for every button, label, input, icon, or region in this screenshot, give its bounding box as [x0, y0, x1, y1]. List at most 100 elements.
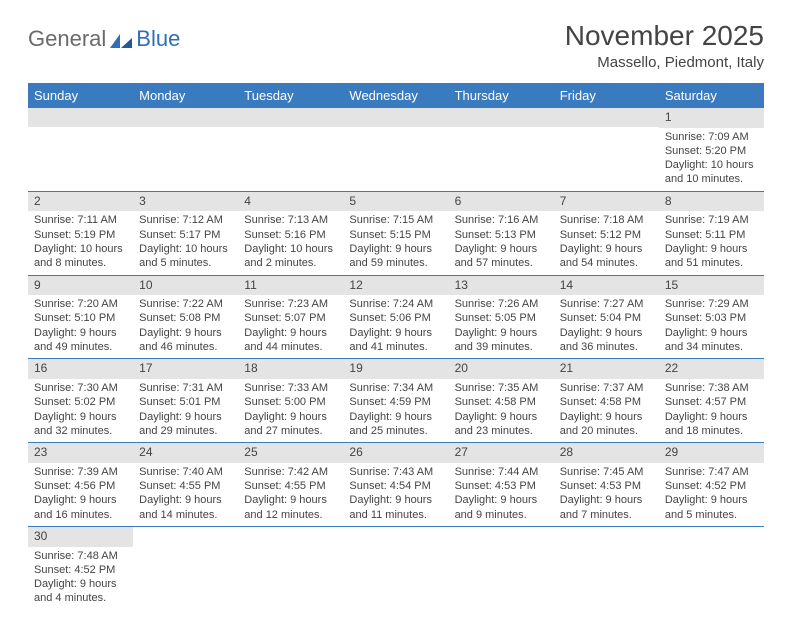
calendar-cell: 22 Sunrise: 7:38 AMSunset: 4:57 PMDayligh… — [659, 359, 764, 443]
daylight-line-1: Daylight: 9 hours — [665, 410, 758, 424]
calendar-cell: 11Sunrise: 7:23 AMSunset: 5:07 PMDayligh… — [238, 275, 343, 359]
day-number: 4 — [238, 192, 343, 212]
calendar-table: Sunday Monday Tuesday Wednesday Thursday… — [28, 83, 764, 610]
calendar-cell: 21Sunrise: 7:37 AMSunset: 4:58 PMDayligh… — [554, 359, 659, 443]
header: General Blue November 2025 Massello, Pie… — [28, 20, 764, 71]
day-number: 10 — [133, 276, 238, 296]
daylight-line-1: Daylight: 9 hours — [665, 326, 758, 340]
dayname-1: Monday — [133, 83, 238, 108]
daylight-line-1: Daylight: 9 hours — [455, 410, 548, 424]
daylight-line-1: Daylight: 9 hours — [34, 577, 127, 591]
daylight-line-2: and 34 minutes. — [665, 340, 758, 354]
daylight-line-2: and 9 minutes. — [455, 508, 548, 522]
day-content: Sunrise: 7:18 AMSunset: 5:12 PMDaylight:… — [554, 211, 659, 274]
day-number: 13 — [449, 276, 554, 296]
day-content: Sunrise: 7:16 AMSunset: 5:13 PMDaylight:… — [449, 211, 554, 274]
day-number: 1 — [659, 108, 764, 128]
sunrise-line: Sunrise: 7:42 AM — [244, 465, 337, 479]
day-number: 22 — [659, 359, 764, 379]
calendar-cell: 15Sunrise: 7:29 AMSunset: 5:03 PMDayligh… — [659, 275, 764, 359]
sunset-line: Sunset: 5:20 PM — [665, 144, 758, 158]
day-number: 7 — [554, 192, 659, 212]
sunrise-line: Sunrise: 7:19 AM — [665, 213, 758, 227]
daylight-line-1: Daylight: 9 hours — [560, 410, 653, 424]
sunset-line: Sunset: 5:08 PM — [139, 311, 232, 325]
sunrise-line: Sunrise: 7:44 AM — [455, 465, 548, 479]
day-number: 17 — [133, 359, 238, 379]
day-content: Sunrise: 7:29 AMSunset: 5:03 PMDaylight:… — [659, 295, 764, 358]
day-content: Sunrise: 7:19 AMSunset: 5:11 PMDaylight:… — [659, 211, 764, 274]
sunrise-line: Sunrise: 7:26 AM — [455, 297, 548, 311]
daylight-line-2: and 23 minutes. — [455, 424, 548, 438]
calendar-header-row: Sunday Monday Tuesday Wednesday Thursday… — [28, 83, 764, 108]
sunset-line: Sunset: 5:02 PM — [34, 395, 127, 409]
calendar-cell: 28Sunrise: 7:45 AMSunset: 4:53 PMDayligh… — [554, 443, 659, 527]
calendar-cell — [133, 526, 238, 609]
calendar-cell: 1Sunrise: 7:09 AMSunset: 5:20 PMDaylight… — [659, 108, 764, 191]
daylight-line-2: and 12 minutes. — [244, 508, 337, 522]
sunrise-line: Sunrise: 7:37 AM — [560, 381, 653, 395]
sunset-line: Sunset: 4:53 PM — [455, 479, 548, 493]
day-number: 23 — [28, 443, 133, 463]
sail-icon — [108, 30, 134, 48]
daylight-line-2: and 46 minutes. — [139, 340, 232, 354]
day-number: 11 — [238, 276, 343, 296]
sunrise-line: Sunrise: 7:48 AM — [34, 549, 127, 563]
sunrise-line: Sunrise: 7:18 AM — [560, 213, 653, 227]
location: Massello, Piedmont, Italy — [565, 54, 764, 71]
daylight-line-2: and 36 minutes. — [560, 340, 653, 354]
daylight-line-1: Daylight: 9 hours — [34, 493, 127, 507]
daylight-line-2: and 54 minutes. — [560, 256, 653, 270]
sunset-line: Sunset: 4:58 PM — [455, 395, 548, 409]
day-number: 14 — [554, 276, 659, 296]
day-number: 3 — [133, 192, 238, 212]
daylight-line-1: Daylight: 9 hours — [349, 493, 442, 507]
daylight-line-2: and 41 minutes. — [349, 340, 442, 354]
calendar-cell: 24Sunrise: 7:40 AMSunset: 4:55 PMDayligh… — [133, 443, 238, 527]
daylight-line-1: Daylight: 9 hours — [455, 242, 548, 256]
day-content: Sunrise: 7:24 AMSunset: 5:06 PMDaylight:… — [343, 295, 448, 358]
sunset-line: Sunset: 4:57 PM — [665, 395, 758, 409]
sunset-line: Sunset: 5:03 PM — [665, 311, 758, 325]
sunset-line: Sunset: 4:55 PM — [244, 479, 337, 493]
daylight-line-1: Daylight: 9 hours — [455, 326, 548, 340]
daylight-line-1: Daylight: 9 hours — [665, 242, 758, 256]
sunrise-line: Sunrise: 7:38 AM — [665, 381, 758, 395]
day-content: Sunrise: 7:45 AMSunset: 4:53 PMDaylight:… — [554, 463, 659, 526]
day-number: 19 — [343, 359, 448, 379]
empty-daynum-bar — [449, 108, 554, 127]
sunrise-line: Sunrise: 7:34 AM — [349, 381, 442, 395]
daylight-line-1: Daylight: 9 hours — [139, 410, 232, 424]
day-content: Sunrise: 7:09 AMSunset: 5:20 PMDaylight:… — [659, 128, 764, 191]
sunrise-line: Sunrise: 7:31 AM — [139, 381, 232, 395]
day-content: Sunrise: 7:35 AMSunset: 4:58 PMDaylight:… — [449, 379, 554, 442]
daylight-line-1: Daylight: 9 hours — [139, 493, 232, 507]
sunrise-line: Sunrise: 7:45 AM — [560, 465, 653, 479]
calendar-cell: 20Sunrise: 7:35 AMSunset: 4:58 PMDayligh… — [449, 359, 554, 443]
daylight-line-1: Daylight: 9 hours — [244, 410, 337, 424]
logo: General Blue — [28, 20, 180, 52]
daylight-line-2: and 4 minutes. — [34, 591, 127, 605]
empty-daynum-bar — [554, 108, 659, 127]
sunrise-line: Sunrise: 7:35 AM — [455, 381, 548, 395]
day-content: Sunrise: 7:39 AMSunset: 4:56 PMDaylight:… — [28, 463, 133, 526]
sunrise-line: Sunrise: 7:39 AM — [34, 465, 127, 479]
sunrise-line: Sunrise: 7:47 AM — [665, 465, 758, 479]
day-number: 5 — [343, 192, 448, 212]
day-number: 21 — [554, 359, 659, 379]
day-number: 28 — [554, 443, 659, 463]
sunrise-line: Sunrise: 7:13 AM — [244, 213, 337, 227]
sunrise-line: Sunrise: 7:12 AM — [139, 213, 232, 227]
sunset-line: Sunset: 5:10 PM — [34, 311, 127, 325]
calendar-cell — [449, 108, 554, 191]
day-content: Sunrise: 7:44 AMSunset: 4:53 PMDaylight:… — [449, 463, 554, 526]
calendar-cell: 5Sunrise: 7:15 AMSunset: 5:15 PMDaylight… — [343, 191, 448, 275]
daylight-line-2: and 14 minutes. — [139, 508, 232, 522]
dayname-6: Saturday — [659, 83, 764, 108]
calendar-cell: 26Sunrise: 7:43 AMSunset: 4:54 PMDayligh… — [343, 443, 448, 527]
calendar-row: 30Sunrise: 7:48 AMSunset: 4:52 PMDayligh… — [28, 526, 764, 609]
calendar-cell: 23Sunrise: 7:39 AMSunset: 4:56 PMDayligh… — [28, 443, 133, 527]
sunset-line: Sunset: 5:17 PM — [139, 228, 232, 242]
day-content: Sunrise: 7:48 AMSunset: 4:52 PMDaylight:… — [28, 547, 133, 610]
daylight-line-1: Daylight: 9 hours — [665, 493, 758, 507]
